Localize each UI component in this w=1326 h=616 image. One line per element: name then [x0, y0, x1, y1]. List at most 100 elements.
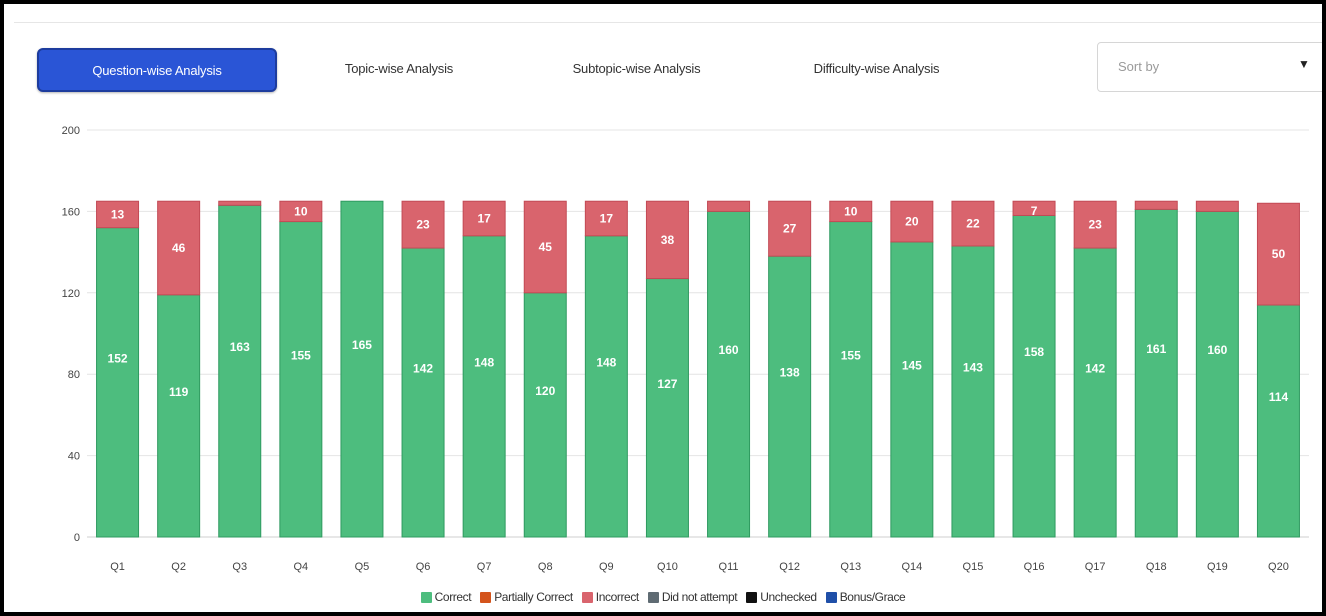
bar-correct: [1134, 208, 1178, 538]
data-label-incorrect: 7: [1031, 204, 1038, 218]
data-label-incorrect: 20: [905, 215, 919, 229]
x-tick-label: Q8: [538, 561, 553, 573]
bar-correct: [401, 247, 445, 538]
data-label-incorrect: 10: [844, 204, 858, 218]
bar-correct: [951, 245, 995, 538]
x-tick-label: Q4: [294, 561, 309, 573]
bar-correct: [462, 235, 506, 538]
x-tick-label: Q11: [719, 561, 739, 573]
bar-incorrect: [890, 200, 934, 243]
tab-subtopic-wise-analysis[interactable]: Subtopic-wise Analysis: [572, 60, 701, 76]
bar-correct: [645, 278, 689, 538]
question-wise-stacked-bar-chart: 0 40 80 120 160 200 152 13 Q1 119 46 Q2 163 Q3 155 10 Q4…: [62, 125, 1309, 573]
legend-swatch-bonus-grace: [825, 591, 837, 603]
bar-correct: [584, 235, 628, 538]
data-label-incorrect: 23: [416, 218, 430, 232]
legend-item-bonus-grace[interactable]: Bonus/Grace: [825, 589, 906, 605]
chart-legend: Correct Partially Correct Incorrect Did …: [4, 589, 1322, 605]
sort-by-placeholder: Sort by: [1118, 59, 1160, 74]
data-label-correct: 148: [596, 355, 616, 369]
legend-label-unchecked: Unchecked: [760, 590, 817, 604]
bar-incorrect: [1012, 200, 1056, 216]
bar-correct: [768, 255, 812, 538]
data-label-incorrect: 10: [294, 204, 308, 218]
bar-incorrect: [1195, 200, 1239, 212]
x-tick-label: Q6: [416, 561, 431, 573]
bar-incorrect: [218, 200, 262, 206]
data-label-correct: 138: [780, 366, 800, 380]
data-label-correct: 145: [902, 358, 922, 372]
legend-item-unchecked[interactable]: Unchecked: [746, 589, 817, 605]
bar-incorrect: [157, 200, 201, 296]
legend-label-incorrect: Incorrect: [595, 590, 639, 604]
data-label-correct: 158: [1024, 345, 1044, 359]
bar-correct: [707, 210, 751, 538]
bar-correct: [523, 292, 567, 538]
x-tick-label: Q19: [1207, 561, 1228, 573]
bar-correct: [890, 241, 934, 538]
y-tick-label: 200: [62, 125, 80, 137]
data-label-correct: 155: [841, 348, 861, 362]
x-tick-label: Q1: [110, 561, 125, 573]
data-label-incorrect: 17: [600, 212, 614, 226]
bar-incorrect: [645, 200, 689, 280]
bar-incorrect: [401, 200, 445, 249]
bar-incorrect: [96, 200, 140, 229]
legend-item-correct[interactable]: Correct: [420, 589, 472, 605]
data-label-correct: 161: [1146, 342, 1166, 356]
data-label-incorrect: 23: [1088, 218, 1102, 232]
data-label-correct: 148: [474, 355, 494, 369]
x-tick-label: Q10: [657, 561, 678, 573]
x-tick-label: Q14: [901, 561, 922, 573]
legend-item-did-not-attempt[interactable]: Did not attempt: [647, 589, 738, 605]
tab-difficulty-wise-analysis[interactable]: Difficulty-wise Analysis: [813, 60, 940, 76]
legend-swatch-did-not-attempt: [647, 591, 659, 603]
data-label-correct: 114: [1269, 390, 1289, 404]
tab-topic-wise-analysis[interactable]: Topic-wise Analysis: [344, 60, 454, 76]
data-label-correct: 142: [1085, 362, 1105, 376]
x-tick-label: Q13: [840, 561, 861, 573]
x-tick-label: Q15: [963, 561, 984, 573]
legend-label-bonus-grace: Bonus/Grace: [839, 590, 906, 604]
data-label-incorrect: 45: [539, 240, 553, 254]
data-label-correct: 120: [535, 384, 555, 398]
x-tick-label: Q16: [1024, 561, 1045, 573]
x-tick-label: Q17: [1085, 561, 1106, 573]
sort-by-dropdown[interactable]: Sort by ▼: [1097, 42, 1322, 92]
data-label-incorrect: 38: [661, 233, 675, 247]
legend-item-incorrect[interactable]: Incorrect: [581, 589, 639, 605]
x-tick-label: Q2: [171, 561, 186, 573]
x-tick-label: Q9: [599, 561, 614, 573]
data-label-correct: 142: [413, 362, 433, 376]
bar-incorrect: [1256, 202, 1300, 306]
bar-incorrect: [523, 200, 567, 294]
data-label-incorrect: 46: [172, 241, 186, 255]
data-label-correct: 155: [291, 348, 311, 362]
y-tick-label: 120: [62, 288, 80, 300]
y-tick-label: 0: [74, 532, 80, 544]
data-label-correct: 143: [963, 360, 983, 374]
data-label-correct: 119: [169, 385, 189, 399]
bar-correct: [1012, 214, 1056, 538]
legend-swatch-partially-correct: [480, 591, 492, 603]
caret-down-icon: ▼: [1298, 57, 1310, 71]
data-label-correct: 152: [108, 351, 128, 365]
legend-label-correct: Correct: [434, 590, 472, 604]
legend-item-partially-correct[interactable]: Partially Correct: [480, 589, 573, 605]
bar-correct: [1256, 304, 1300, 538]
bar-correct: [96, 227, 140, 538]
x-tick-label: Q18: [1146, 561, 1167, 573]
data-label-correct: 165: [352, 338, 372, 352]
bar-correct: [279, 221, 323, 538]
bar-correct: [157, 294, 201, 538]
data-label-correct: 163: [230, 340, 250, 354]
bar-incorrect: [1073, 200, 1117, 249]
x-tick-label: Q12: [779, 561, 800, 573]
bar-incorrect: [707, 200, 751, 212]
data-label-correct: 160: [1207, 343, 1227, 357]
tab-question-wise-analysis[interactable]: Question-wise Analysis: [37, 48, 277, 92]
legend-swatch-incorrect: [581, 591, 593, 603]
x-tick-label: Q3: [232, 561, 247, 573]
bar-incorrect: [829, 200, 873, 223]
data-label-incorrect: 13: [111, 207, 125, 221]
